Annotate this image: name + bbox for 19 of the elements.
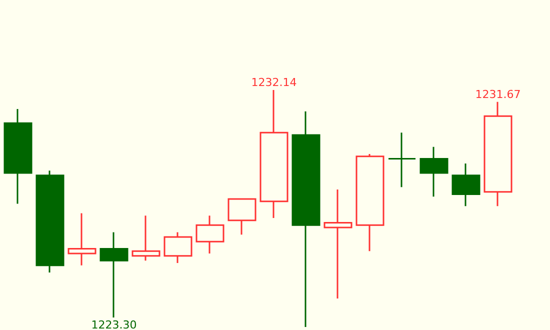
candlestick (4, 108, 32, 205)
annotation: 1231.67 (475, 88, 521, 101)
candlestick (228, 198, 256, 236)
annotation: 1223.30 (91, 318, 137, 330)
candlestick (292, 110, 320, 328)
candlestick (324, 188, 352, 300)
candlestick (356, 153, 384, 252)
candlestick (100, 231, 128, 318)
candlestick (484, 101, 512, 207)
candlestick (68, 212, 96, 266)
annotation: 1232.14 (251, 76, 297, 89)
candlestick (260, 89, 288, 219)
candlestick (36, 170, 64, 274)
candlestick (420, 146, 448, 198)
candlestick (132, 214, 160, 262)
candlestick (388, 132, 416, 188)
candlestick (196, 214, 224, 254)
candlestick (452, 162, 480, 207)
candlestick (164, 231, 192, 264)
